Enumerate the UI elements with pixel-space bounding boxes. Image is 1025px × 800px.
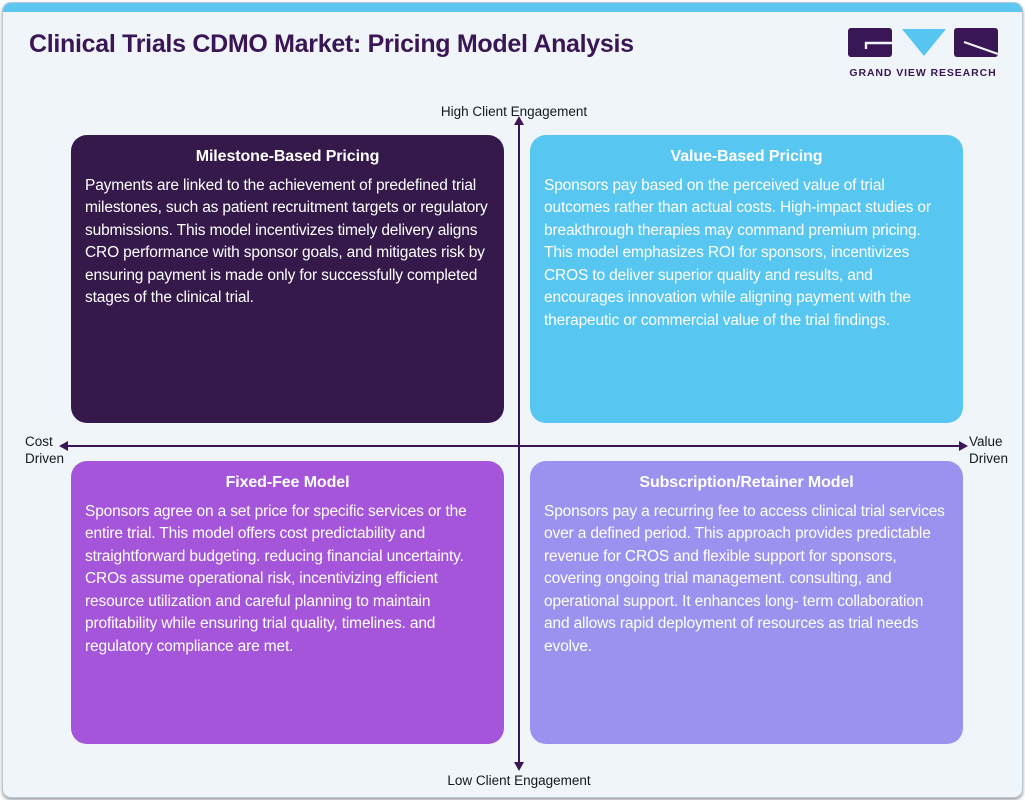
axis-label-high-engagement: High Client Engagement — [440, 104, 588, 119]
brand-name: GRAND VIEW RESEARCH — [849, 67, 997, 79]
quadrant-body: Sponsors pay a recurring fee to access c… — [544, 503, 945, 655]
axis-label-cost-driven: Cost Driven — [25, 434, 65, 466]
logo-r-leg — [963, 41, 999, 55]
arrow-left-icon — [59, 441, 68, 451]
arrow-down-icon — [514, 762, 524, 771]
quadrant-title: Value-Based Pricing — [670, 148, 823, 165]
quadrant-milestone-based-pricing: Milestone-Based Pricing Payments are lin… — [71, 135, 504, 423]
arrow-up-icon — [514, 116, 524, 125]
quadrant-body: Sponsors agree on a set price for specif… — [85, 503, 467, 655]
axis-label-low-engagement: Low Client Engagement — [447, 773, 591, 788]
quadrant-body: Payments are linked to the achievement o… — [85, 177, 488, 307]
arrow-right-icon — [959, 441, 968, 451]
brand-logo: GRAND VIEW RESEARCH — [846, 27, 1000, 79]
vertical-axis-line — [518, 124, 520, 764]
logo-g-notch — [864, 41, 892, 49]
quadrant-title: Subscription/Retainer Model — [639, 474, 854, 491]
logo-v-triangle-icon — [902, 29, 946, 56]
quadrant-body: Sponsors pay based on the perceived valu… — [544, 177, 931, 329]
quadrant-subscription-retainer-model: Subscription/Retainer Model Sponsors pay… — [530, 461, 963, 744]
quadrant-title: Milestone-Based Pricing — [195, 148, 380, 165]
quadrant-value-based-pricing: Value-Based Pricing Sponsors pay based o… — [530, 135, 963, 423]
page-title: Clinical Trials CDMO Market: Pricing Mod… — [29, 30, 634, 58]
accent-bar — [3, 3, 1022, 12]
quadrant-title: Fixed-Fee Model — [225, 474, 350, 491]
quadrant-fixed-fee-model: Fixed-Fee Model Sponsors agree on a set … — [71, 461, 504, 744]
grand-view-research-logo-icon — [848, 28, 999, 57]
horizontal-axis-line — [67, 445, 961, 447]
axis-label-value-driven: Value Driven — [969, 434, 1009, 466]
